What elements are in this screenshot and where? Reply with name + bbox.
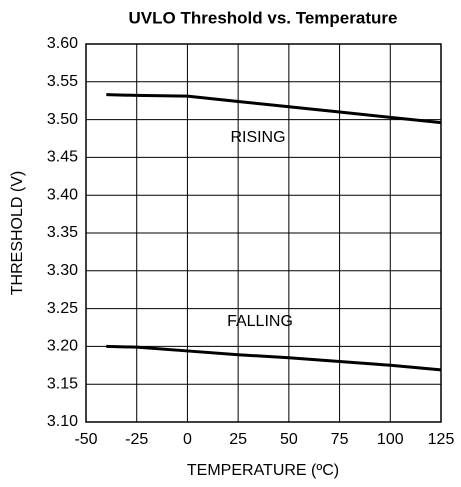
y-tick-label: 3.10 <box>47 413 78 430</box>
y-tick-label: 3.20 <box>47 338 78 355</box>
x-tick-label: 25 <box>229 431 247 448</box>
y-tick-label: 3.50 <box>47 111 78 128</box>
y-tick-label: 3.15 <box>47 375 78 392</box>
x-tick-label: -50 <box>74 431 97 448</box>
x-tick-label: 75 <box>331 431 349 448</box>
x-tick-label: 125 <box>428 431 455 448</box>
y-tick-label: 3.25 <box>47 300 78 317</box>
series-label: RISING <box>230 129 285 146</box>
series-label: FALLING <box>227 313 293 330</box>
chart-title: UVLO Threshold vs. Temperature <box>129 8 398 27</box>
y-tick-label: 3.30 <box>47 262 78 279</box>
y-tick-label: 3.35 <box>47 224 78 241</box>
x-tick-label: 0 <box>183 431 192 448</box>
y-axis-label: THRESHOLD (V) <box>9 171 26 295</box>
series-line <box>106 93 442 125</box>
y-tick-label: 3.55 <box>47 73 78 90</box>
x-tick-label: 50 <box>280 431 298 448</box>
y-tick-label: 3.60 <box>47 35 78 52</box>
y-tick-label: 3.40 <box>47 186 78 203</box>
plot-frame <box>85 43 442 423</box>
series-line <box>106 344 442 372</box>
y-tick-label: 3.45 <box>47 149 78 166</box>
x-tick-label: -25 <box>125 431 148 448</box>
x-tick-label: 100 <box>377 431 404 448</box>
x-axis-label: TEMPERATURE (ºC) <box>187 462 339 479</box>
